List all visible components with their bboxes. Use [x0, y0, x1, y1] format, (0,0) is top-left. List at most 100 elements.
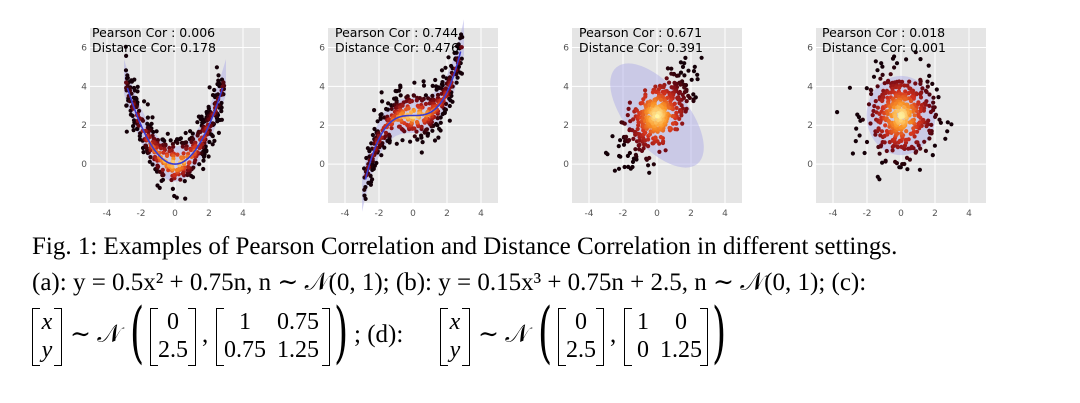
data-point: [868, 121, 873, 126]
mean-vector-d: 0 2.5: [558, 306, 604, 368]
data-point: [664, 76, 669, 81]
data-point: [899, 131, 904, 136]
data-point: [190, 131, 195, 136]
comma: ,: [202, 321, 209, 348]
data-point: [423, 101, 428, 107]
data-point: [883, 90, 888, 96]
data-point: [913, 81, 918, 86]
data-point: [159, 178, 164, 183]
data-point: [135, 84, 140, 89]
distance-label: Distance Cor: 0.178: [92, 40, 216, 55]
data-point: [628, 166, 633, 171]
data-point: [677, 109, 682, 114]
data-point: [925, 84, 930, 89]
data-point: [216, 78, 221, 83]
data-point: [627, 100, 632, 105]
y-tick-label: 6: [563, 43, 569, 53]
data-point: [884, 148, 889, 154]
data-point: [902, 105, 907, 110]
data-point: [447, 103, 452, 109]
x-tick-label: -4: [341, 209, 350, 219]
distance-label: Distance Cor: 0.476: [335, 40, 459, 55]
data-point: [408, 139, 413, 144]
data-point: [880, 64, 885, 69]
data-point: [686, 68, 691, 73]
data-point: [386, 117, 391, 123]
data-point: [923, 88, 928, 93]
data-point: [669, 71, 674, 76]
data-point: [131, 118, 137, 123]
data-point: [419, 124, 424, 129]
x-tick-label: 4: [966, 209, 972, 219]
data-point: [617, 153, 622, 159]
data-point: [409, 110, 414, 115]
data-point: [647, 155, 652, 161]
panel-c-annotation: Pearson Cor : 0.671 Distance Cor: 0.391: [579, 25, 703, 55]
data-point: [143, 143, 149, 148]
data-point: [181, 169, 186, 174]
data-point: [880, 72, 885, 77]
data-point: [188, 148, 193, 153]
data-point: [128, 112, 133, 117]
data-point: [430, 93, 435, 98]
y-tick-label: 0: [807, 160, 813, 170]
scatter-panel-c: -4 -2 0 2 4 0 2 4 6: [563, 28, 742, 219]
y-tick-label: 0: [563, 160, 569, 170]
data-point: [931, 95, 936, 100]
data-point: [897, 105, 902, 110]
data-point: [427, 101, 432, 106]
y-tick-label: 6: [807, 43, 813, 53]
data-point: [682, 85, 687, 90]
data-point: [907, 79, 912, 84]
data-point: [917, 167, 922, 172]
data-point: [893, 159, 898, 164]
data-point: [640, 100, 645, 105]
data-point: [181, 151, 186, 156]
data-point: [375, 119, 380, 124]
data-point: [622, 121, 627, 126]
x-tick-label: -2: [619, 209, 628, 219]
data-point: [400, 138, 405, 143]
data-point: [893, 101, 898, 106]
data-point: [216, 73, 221, 78]
data-point: [412, 134, 417, 139]
data-point: [394, 141, 399, 146]
data-point: [389, 106, 394, 111]
data-point: [197, 146, 202, 151]
x-tick-label: 2: [444, 209, 450, 219]
data-point: [646, 137, 651, 142]
data-point: [170, 186, 175, 191]
data-point: [927, 73, 932, 78]
data-point: [643, 88, 648, 93]
data-point: [918, 91, 923, 96]
data-point: [459, 32, 464, 37]
data-point: [678, 82, 683, 87]
data-point: [650, 90, 655, 95]
data-point: [862, 150, 867, 156]
data-point: [398, 93, 403, 98]
data-point: [125, 73, 130, 78]
data-point: [621, 142, 627, 147]
data-point: [635, 126, 640, 132]
data-point: [627, 150, 632, 156]
right-paren-d: ): [712, 294, 727, 371]
fit-curve: [364, 51, 462, 180]
data-point: [904, 57, 909, 62]
data-point: [212, 138, 217, 143]
data-point: [419, 150, 424, 155]
data-point: [653, 135, 658, 140]
data-point: [636, 123, 641, 128]
data-point: [656, 87, 661, 92]
data-point: [643, 142, 648, 147]
y-tick-label: 4: [319, 82, 325, 92]
data-point: [155, 183, 160, 188]
data-point: [907, 86, 912, 91]
data-point: [945, 129, 950, 134]
data-point: [442, 110, 447, 116]
data-point: [927, 103, 932, 108]
data-point: [171, 144, 176, 149]
data-point: [854, 126, 859, 131]
data-point: [835, 110, 840, 115]
x-tick-label: -2: [375, 209, 384, 219]
cov-12: 0.75: [277, 309, 319, 335]
